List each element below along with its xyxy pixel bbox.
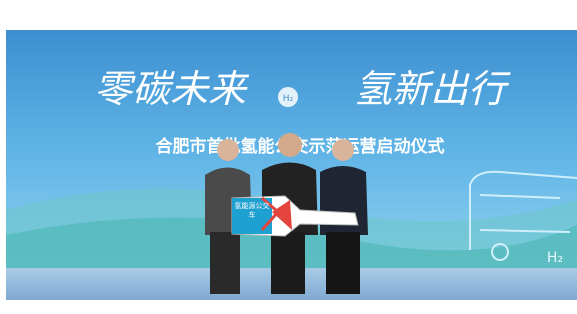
photo: 零碳未来 H₂ 氢新出行 合肥市首批氢能公交示范运营启动仪式 H₂ 氢能源公交车 (0, 0, 577, 314)
key-label: 氢能源公交车 (234, 202, 270, 220)
badge: H₂ (283, 94, 294, 104)
bus-badge: H₂ (547, 250, 563, 266)
key-label-box: 氢能源公交车 (234, 202, 270, 232)
banner-title: 零碳未来 (94, 67, 250, 111)
banner-title: 氢新出行 (354, 67, 511, 111)
